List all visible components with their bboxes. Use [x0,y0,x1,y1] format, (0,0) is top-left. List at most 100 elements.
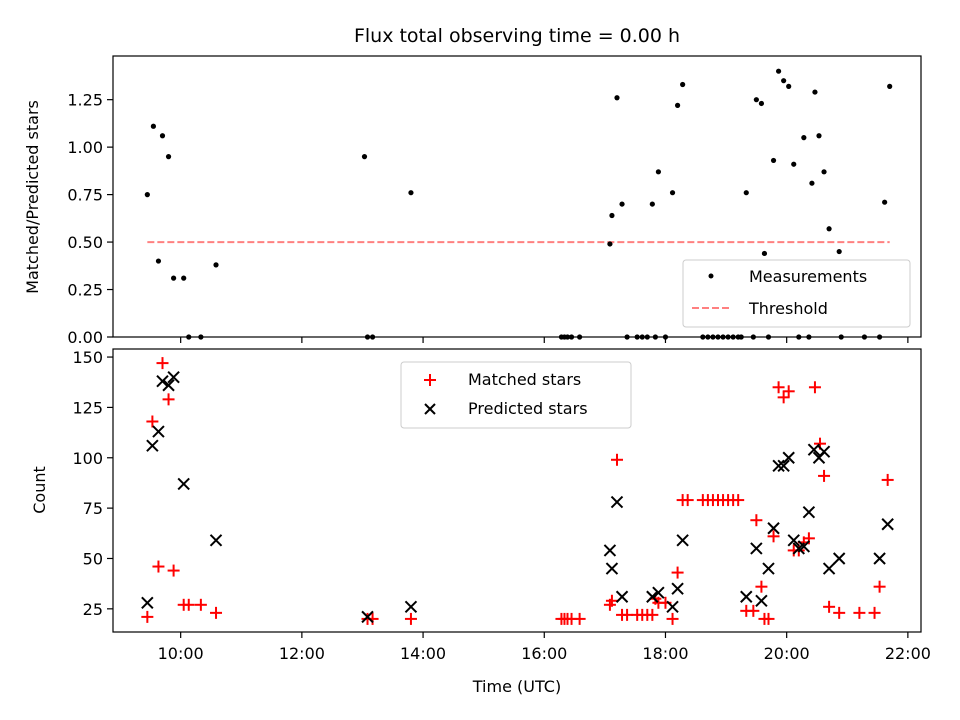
matched-point-9 [210,607,222,619]
top-legend: Measurements Threshold [683,260,910,327]
predicted-point-12 [611,497,622,508]
predicted-point-19 [741,591,752,602]
measurement-point-49 [771,158,776,163]
predicted-point-11 [606,563,617,574]
measurement-point-43 [744,190,749,195]
measurement-point-2 [156,258,161,263]
matched-point-45 [755,581,767,593]
predicted-point-9 [405,601,416,612]
predicted-point-10 [604,545,615,556]
predicted-point-21 [756,595,767,606]
predicted-point-7 [211,535,222,546]
matched-point-58 [818,470,830,482]
legend-measurements-label: Measurements [749,267,867,286]
top-panel: 0.000.250.500.751.001.25 Matched/Predict… [23,56,921,347]
matched-point-2 [152,561,164,573]
bottom-ytick-label-2: 75 [83,499,103,518]
measurement-point-5 [171,276,176,281]
measurement-point-29 [656,169,661,174]
top-ytick-label-5: 1.25 [67,91,103,110]
measurement-point-66 [882,200,887,205]
measurement-point-10 [362,154,367,159]
measurement-point-13 [408,190,413,195]
top-y-axis-label: Matched/Predicted stars [23,100,42,294]
matched-point-0 [141,611,153,623]
predicted-point-18 [677,535,688,546]
measurement-point-50 [776,69,781,74]
bottom-y-ticks: 25 50 75 100 125 150 [72,348,113,619]
predicted-point-37 [882,519,893,530]
measurement-point-6 [181,276,186,281]
measurement-point-45 [754,97,759,102]
bottom-ytick-label-5: 150 [72,348,103,367]
matched-point-62 [869,607,881,619]
xtick-label-5: 20:00 [764,644,810,663]
measurement-point-4 [166,154,171,159]
measurement-point-20 [609,213,614,218]
xtick-label-2: 14:00 [400,644,446,663]
bottom-ytick-label-0: 25 [83,600,103,619]
measurement-point-60 [821,169,826,174]
predicted-point-15 [653,587,664,598]
matched-point-44 [750,514,762,526]
matched-point-30 [667,613,679,625]
matched-point-20 [611,454,623,466]
predicted-point-36 [874,553,885,564]
matched-point-43 [747,605,759,617]
figure: Flux total observing time = 0.00 h 0.000… [0,0,960,720]
predicted-point-1 [147,440,158,451]
xtick-label-0: 10:00 [158,644,204,663]
measurement-point-32 [675,103,680,108]
predicted-point-3 [157,376,168,387]
predicted-point-30 [803,507,814,518]
predicted-point-33 [819,446,830,457]
measurement-point-47 [762,251,767,256]
matched-point-1 [146,416,158,428]
predicted-point-13 [617,591,628,602]
measurement-point-3 [160,133,165,138]
top-y-ticks: 0.000.250.500.751.001.25 [67,91,113,347]
x-axis-label: Time (UTC) [472,677,561,696]
measurement-point-52 [786,84,791,89]
bottom-ytick-label-1: 50 [83,549,103,568]
predicted-point-0 [142,597,153,608]
top-ytick-label-1: 0.25 [67,281,103,300]
legend-matched-label: Matched stars [468,370,581,389]
measurement-point-46 [759,101,764,106]
matched-point-31 [672,567,684,579]
bottom-ytick-label-3: 100 [72,449,103,468]
measurement-point-67 [887,84,892,89]
measurement-point-58 [812,89,817,94]
measurement-point-53 [791,162,796,167]
bottom-y-axis-label: Count [30,466,49,514]
measurement-point-27 [650,201,655,206]
measurement-point-31 [670,190,675,195]
measurement-point-0 [145,192,150,197]
matched-point-17 [574,613,586,625]
measurement-point-1 [151,124,156,129]
bottom-ytick-label-4: 125 [72,398,103,417]
matched-point-64 [882,474,894,486]
matched-point-12 [405,613,417,625]
measurement-point-55 [801,135,806,140]
measurement-point-9 [213,262,218,267]
bottom-legend: Matched stars Predicted stars [401,362,631,428]
matched-point-59 [823,601,835,613]
measurement-point-62 [837,249,842,254]
matched-point-4 [163,393,175,405]
measurement-point-19 [607,241,612,246]
top-ytick-label-4: 1.00 [67,138,103,157]
matched-point-5 [168,565,180,577]
predicted-point-34 [824,563,835,574]
measurement-point-59 [816,133,821,138]
legend-predicted-label: Predicted stars [468,399,588,418]
top-ytick-label-3: 0.75 [67,186,103,205]
matched-point-63 [874,581,886,593]
predicted-point-17 [672,583,683,594]
predicted-point-6 [178,478,189,489]
matched-point-8 [195,599,207,611]
matched-point-61 [853,607,865,619]
bottom-panel: 255075100125150 10:00 12:00 14:00 16:00 18:0… [30,348,931,696]
measurement-point-33 [680,82,685,87]
matched-point-56 [809,381,821,393]
